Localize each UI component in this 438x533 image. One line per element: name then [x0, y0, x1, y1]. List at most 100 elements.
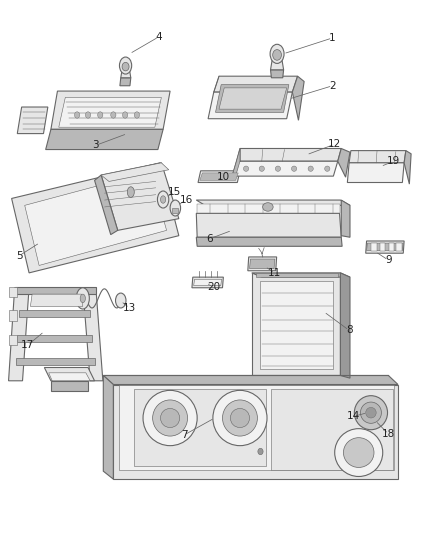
Text: 17: 17 [21, 340, 35, 350]
Polygon shape [101, 163, 169, 181]
Ellipse shape [160, 408, 180, 427]
Text: 18: 18 [382, 429, 395, 439]
Text: 6: 6 [206, 234, 213, 244]
Polygon shape [59, 98, 161, 127]
Ellipse shape [157, 191, 169, 208]
Polygon shape [196, 237, 342, 246]
Polygon shape [197, 204, 339, 213]
Text: 10: 10 [217, 172, 230, 182]
Polygon shape [196, 200, 350, 205]
Ellipse shape [308, 166, 313, 171]
Ellipse shape [152, 400, 187, 436]
Ellipse shape [258, 448, 263, 455]
Polygon shape [172, 208, 178, 213]
Ellipse shape [122, 62, 129, 71]
Polygon shape [9, 335, 17, 345]
Polygon shape [44, 368, 95, 381]
Text: 15: 15 [168, 187, 181, 197]
Ellipse shape [354, 395, 388, 430]
Polygon shape [292, 76, 304, 120]
Text: 5: 5 [16, 251, 22, 261]
Polygon shape [232, 149, 240, 176]
Polygon shape [194, 279, 222, 286]
Polygon shape [30, 294, 83, 306]
Polygon shape [101, 163, 179, 230]
Polygon shape [17, 107, 48, 134]
Text: 3: 3 [92, 140, 99, 150]
Polygon shape [340, 273, 350, 378]
Polygon shape [9, 288, 29, 381]
Ellipse shape [270, 44, 284, 63]
Ellipse shape [263, 203, 273, 211]
Polygon shape [14, 287, 96, 294]
Polygon shape [338, 149, 350, 177]
Polygon shape [192, 277, 223, 288]
Ellipse shape [123, 112, 128, 118]
Ellipse shape [170, 200, 180, 216]
Polygon shape [341, 200, 350, 237]
Polygon shape [121, 70, 131, 78]
Polygon shape [349, 151, 406, 163]
Polygon shape [256, 273, 338, 277]
Ellipse shape [276, 166, 281, 171]
Polygon shape [366, 241, 404, 253]
Polygon shape [119, 384, 394, 470]
Ellipse shape [230, 408, 250, 427]
Polygon shape [134, 389, 266, 466]
Ellipse shape [325, 166, 330, 171]
Polygon shape [200, 173, 238, 180]
Ellipse shape [291, 166, 297, 171]
Polygon shape [19, 310, 90, 317]
Polygon shape [261, 281, 332, 368]
Text: 11: 11 [268, 268, 282, 278]
Text: 1: 1 [329, 33, 336, 43]
Polygon shape [347, 163, 404, 182]
Text: 8: 8 [346, 325, 353, 335]
Polygon shape [12, 163, 179, 273]
Polygon shape [271, 70, 284, 78]
Polygon shape [215, 85, 289, 112]
Polygon shape [9, 310, 17, 321]
Ellipse shape [160, 196, 166, 203]
Polygon shape [380, 243, 385, 251]
Polygon shape [271, 59, 284, 70]
Text: 9: 9 [385, 255, 392, 265]
Text: 20: 20 [207, 282, 220, 292]
Ellipse shape [80, 294, 85, 303]
Text: 12: 12 [328, 139, 341, 149]
Polygon shape [95, 175, 118, 235]
Ellipse shape [273, 50, 282, 60]
Polygon shape [17, 335, 92, 342]
Polygon shape [113, 384, 398, 479]
Polygon shape [250, 259, 275, 269]
Polygon shape [237, 149, 341, 161]
Polygon shape [51, 91, 170, 130]
Polygon shape [103, 375, 398, 384]
Polygon shape [252, 273, 340, 375]
Polygon shape [16, 358, 95, 365]
Polygon shape [367, 243, 403, 251]
Polygon shape [371, 243, 377, 251]
Text: 2: 2 [329, 81, 336, 91]
Ellipse shape [98, 112, 103, 118]
Polygon shape [9, 287, 17, 297]
Polygon shape [198, 171, 240, 182]
Polygon shape [252, 273, 350, 277]
Polygon shape [46, 130, 163, 150]
Polygon shape [196, 213, 341, 237]
Polygon shape [404, 151, 411, 184]
Polygon shape [51, 381, 88, 391]
Polygon shape [103, 375, 113, 479]
Polygon shape [208, 92, 292, 119]
Text: 4: 4 [155, 32, 162, 42]
Polygon shape [396, 243, 402, 251]
Polygon shape [49, 373, 90, 381]
Ellipse shape [85, 112, 91, 118]
Ellipse shape [343, 438, 374, 467]
Ellipse shape [143, 390, 197, 446]
Polygon shape [389, 243, 394, 251]
Text: 7: 7 [181, 430, 187, 440]
Ellipse shape [127, 187, 134, 197]
Polygon shape [232, 161, 338, 176]
Ellipse shape [116, 293, 126, 308]
